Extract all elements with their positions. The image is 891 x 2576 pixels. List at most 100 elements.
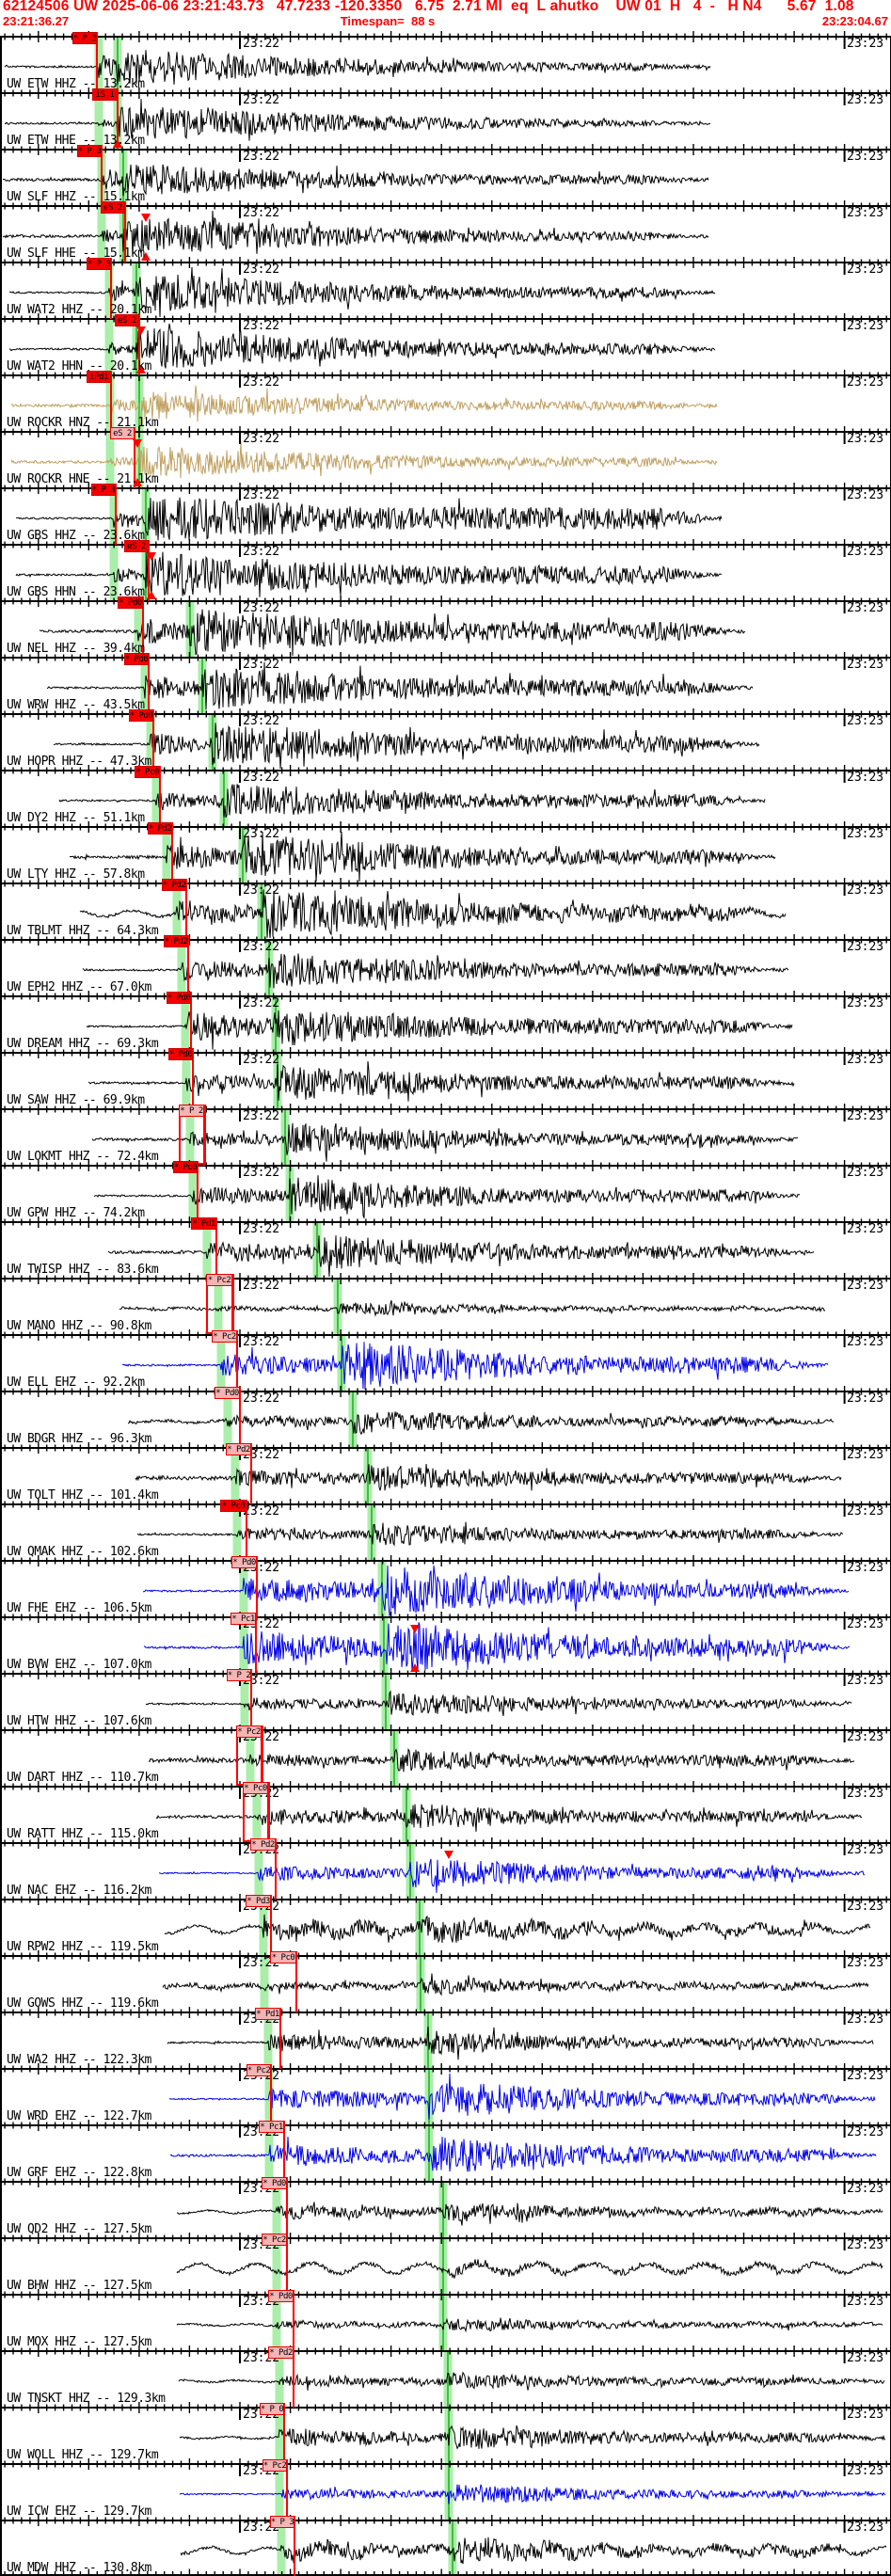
pick-line[interactable] <box>286 2177 288 2238</box>
pick-line[interactable] <box>250 1443 252 1504</box>
pick-flag[interactable]: * Pd2 <box>148 822 172 835</box>
waveform-plot[interactable] <box>0 1386 891 1447</box>
pick-flag[interactable]: * Pd0 <box>168 1048 193 1060</box>
pick-flag[interactable]: * P 3 <box>91 484 116 496</box>
pick-flag[interactable]: * Pd0 <box>173 1161 198 1173</box>
pick-line[interactable] <box>134 427 135 488</box>
waveform-plot[interactable] <box>0 1104 891 1165</box>
pick-line[interactable] <box>256 1556 258 1617</box>
waveform-plot[interactable] <box>0 2402 891 2463</box>
waveform-plot[interactable] <box>0 1781 891 1842</box>
waveform-plot[interactable] <box>0 200 891 262</box>
pick-line[interactable] <box>148 540 150 601</box>
waveform-plot[interactable] <box>0 1725 891 1786</box>
coda-marker[interactable] <box>410 1625 420 1633</box>
pick-line[interactable] <box>255 1613 257 1674</box>
coda-marker[interactable] <box>136 365 146 374</box>
pick-flag[interactable]: * P 3 <box>87 258 111 270</box>
pick-flag[interactable]: * Pd2 <box>162 879 186 891</box>
waveform-plot[interactable] <box>0 2458 891 2520</box>
pick-line[interactable] <box>215 1217 217 1279</box>
coda-marker[interactable] <box>147 591 156 599</box>
pick-flag[interactable]: eS 2 <box>115 314 139 326</box>
pick-line[interactable] <box>197 1161 199 1222</box>
pick-flag[interactable]: * Pd0 <box>167 992 191 1004</box>
pick-flag[interactable]: * Pd1 <box>191 1217 216 1230</box>
pick-line[interactable] <box>250 1669 252 1730</box>
pick-line[interactable] <box>236 1330 238 1391</box>
pick-flag[interactable]: * Pc0 <box>220 1500 247 1512</box>
coda-marker[interactable] <box>444 1851 453 1859</box>
waveform-plot[interactable] <box>0 313 891 374</box>
waveform-plot[interactable] <box>0 2120 891 2181</box>
pick-flag[interactable]: * Pc0 <box>135 766 160 778</box>
pick-line[interactable] <box>110 258 112 319</box>
pick-line[interactable] <box>239 1387 241 1448</box>
pick-flag[interactable]: * Pd0 <box>268 2290 294 2302</box>
pick-flag[interactable]: iS 1 <box>92 88 118 101</box>
pick-line[interactable] <box>275 1838 277 1900</box>
pick-flag[interactable]: * Pd0 <box>262 2177 287 2189</box>
pick-line[interactable] <box>138 314 140 375</box>
pick-line[interactable] <box>283 2403 285 2464</box>
coda-marker[interactable] <box>141 252 151 261</box>
waveform-plot[interactable] <box>0 2345 891 2407</box>
coda-marker[interactable] <box>147 552 156 561</box>
waveform-plot[interactable] <box>0 1047 891 1108</box>
pick-line[interactable] <box>231 1274 233 1335</box>
pick-flag[interactable]: * Pd0 <box>124 653 149 665</box>
pick-line[interactable] <box>286 2459 288 2520</box>
pick-flag[interactable]: * P 3 <box>72 32 97 44</box>
pick-flag[interactable]: * Pc2 <box>212 1330 237 1343</box>
coda-marker[interactable] <box>141 214 151 222</box>
pick-flag[interactable]: * P 3 <box>270 2516 294 2528</box>
pick-flag[interactable]: * Pd1 <box>255 2008 280 2020</box>
coda-marker[interactable] <box>133 478 142 486</box>
pick-line[interactable] <box>152 709 154 771</box>
pick-flag[interactable]: * Pd0 <box>129 709 153 722</box>
waveform-plot[interactable] <box>0 1216 891 1278</box>
waveform-plot[interactable] <box>0 1273 891 1334</box>
waveform-plot[interactable] <box>0 2515 891 2576</box>
waveform-plot[interactable] <box>0 1837 891 1899</box>
pick-flag[interactable]: * Pc2 <box>263 2459 287 2472</box>
pick-line[interactable] <box>261 1725 263 1787</box>
pick-flag[interactable]: * Pd0 <box>231 1556 257 1568</box>
pick-line[interactable] <box>96 32 98 93</box>
pick-flag[interactable]: eS 2 <box>124 540 149 552</box>
pick-flag[interactable]: * P 2 <box>179 1105 204 1117</box>
waveform-plot[interactable] <box>0 257 891 318</box>
pick-line[interactable] <box>148 653 150 714</box>
pick-line[interactable] <box>246 1500 247 1561</box>
pick-line[interactable] <box>142 596 144 658</box>
pick-line[interactable] <box>159 766 161 827</box>
pick-line[interactable] <box>267 1782 269 1843</box>
waveform-plot[interactable] <box>0 1555 891 1617</box>
pick-line[interactable] <box>203 1105 205 1166</box>
pick-flag[interactable]: * Pc2 <box>236 1725 262 1738</box>
pick-flag[interactable]: * Pd0 <box>215 1387 240 1399</box>
pick-flag[interactable]: * P 0 <box>77 145 102 157</box>
pick-flag[interactable]: * Pc1 <box>231 1613 256 1625</box>
waveform-plot[interactable] <box>0 596 891 657</box>
pick-flag[interactable]: * Pd2 <box>164 935 188 947</box>
pick-line[interactable] <box>185 879 187 940</box>
pick-line[interactable] <box>124 201 126 262</box>
waveform-plot[interactable] <box>0 2176 891 2237</box>
coda-marker[interactable] <box>113 139 122 148</box>
pick-flag[interactable]: * Pd2 <box>226 1443 251 1455</box>
pick-line[interactable] <box>293 2346 294 2408</box>
pick-flag[interactable]: * Pc2 <box>247 2064 271 2076</box>
pick-line[interactable] <box>190 992 192 1053</box>
pick-flag[interactable]: * Pd2 <box>268 2346 294 2359</box>
pick-line[interactable] <box>115 484 117 545</box>
waveform-plot[interactable] <box>0 2063 891 2124</box>
pick-flag[interactable]: iPd1 <box>87 371 111 383</box>
pick-line[interactable] <box>283 2121 285 2182</box>
waveform-plot[interactable] <box>0 1894 891 1955</box>
waveform-plot[interactable] <box>0 144 891 205</box>
pick-flag[interactable]: eS 2 <box>101 201 125 214</box>
pick-line[interactable] <box>187 935 189 996</box>
pick-flag[interactable]: * Pc1 <box>259 2121 284 2133</box>
pick-flag[interactable]: * Pd2 <box>250 1838 276 1851</box>
